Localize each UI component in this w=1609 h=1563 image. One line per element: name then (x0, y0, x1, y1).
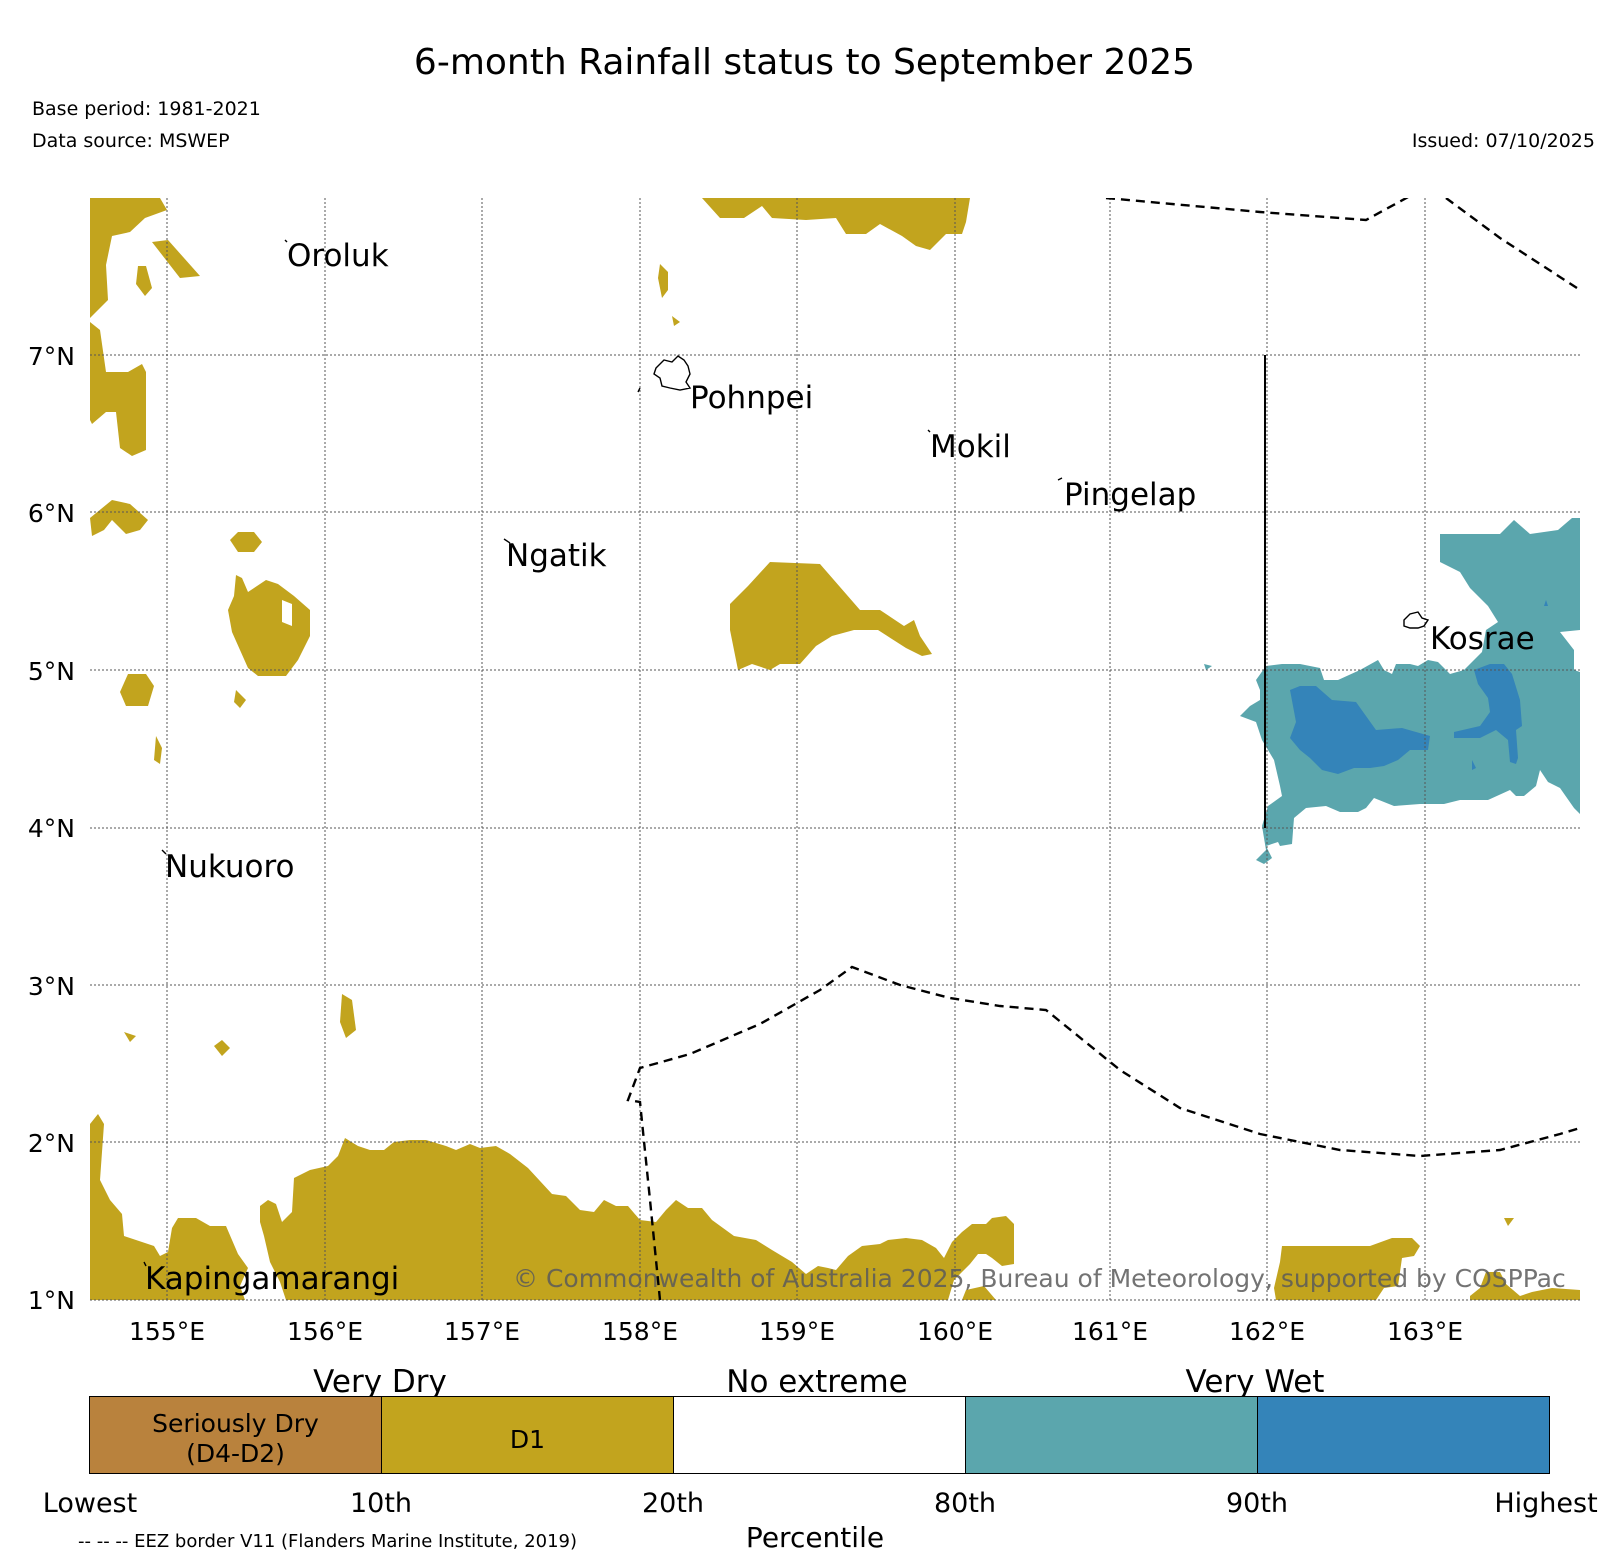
legend-label-d1: D1 (509, 1425, 546, 1454)
d1-area-pohnpei-north (658, 264, 668, 298)
d1-regions (90, 198, 1580, 1300)
d1-area-2-8n-b (124, 1032, 136, 1042)
eez-border-northeast (1445, 198, 1580, 292)
lon-label-161e: 161°E (1072, 1317, 1148, 1346)
d1-area-5-5n (228, 575, 310, 676)
eez-border-north (1105, 198, 1409, 222)
d1-area-1-5n-dot (1504, 1218, 1514, 1226)
place-label-kosrae: Kosrae (1430, 621, 1535, 657)
legend-swatch-very-wet (1257, 1396, 1550, 1474)
base-period: Base period: 1981-2021 (32, 98, 261, 120)
legend-tick-80th: 80th (933, 1488, 997, 1519)
kosrae-island (1403, 611, 1430, 629)
ant-atoll (637, 387, 641, 393)
legend-axis-title: Percentile (745, 1521, 885, 1554)
legend-label-seriously-dry: Seriously Dry (152, 1409, 319, 1438)
lon-label-157e: 157°E (444, 1317, 520, 1346)
legend-tick-lowest: Lowest (42, 1488, 138, 1519)
place-label-pohnpei: Pohnpei (690, 380, 813, 416)
legend-swatch-no-extreme (673, 1396, 966, 1474)
lat-label-3n: 3°N (28, 972, 75, 1001)
wet-area-kosrae (1240, 518, 1580, 864)
lat-label-1n: 1°N (28, 1286, 75, 1315)
issued-date: Issued: 07/10/2025 (1411, 130, 1595, 152)
islands (143, 239, 1430, 1267)
very-wet-area-d (1544, 600, 1548, 606)
place-label-pingelap: Pingelap (1064, 477, 1196, 513)
legend-caption-no-extreme: No extreme (726, 1364, 908, 1400)
place-label-kapingamarangi: Kapingamarangi (145, 1261, 399, 1297)
d1-area-oroluk-east (152, 240, 200, 278)
d1-area-west-top (90, 198, 167, 318)
copyright-notice: © Commonwealth of Australia 2025, Bureau… (513, 1264, 1566, 1293)
d1-area-oroluk-small (136, 266, 152, 296)
lat-label-6n: 6°N (28, 499, 75, 528)
ngatik-atoll (503, 538, 511, 544)
legend-caption-very-dry: Very Dry (313, 1364, 447, 1400)
legend-tick-20th: 20th (641, 1488, 705, 1519)
legend-caption-very-wet: Very Wet (1185, 1364, 1325, 1400)
pingelap-atoll (1057, 477, 1063, 481)
d1-area-south-far-east (1470, 1272, 1580, 1300)
d1-area-south (90, 1114, 1014, 1300)
kapingamarangi-atoll (143, 1261, 147, 1267)
latitude-labels: 1°N 2°N 3°N 4°N 5°N 6°N 7°N (28, 342, 75, 1315)
lon-label-158e: 158°E (602, 1317, 678, 1346)
d1-area-tiny-b (154, 736, 162, 764)
lat-label-5n: 5°N (28, 657, 75, 686)
d1-area-north-center (702, 198, 970, 250)
d1-area-2-8n-c (214, 1040, 230, 1056)
lat-label-2n: 2°N (28, 1129, 75, 1158)
map-title: 6-month Rainfall status to September 202… (413, 42, 1196, 83)
lon-label-160e: 160°E (917, 1317, 993, 1346)
lon-label-156e: 156°E (287, 1317, 363, 1346)
legend-swatch-wet (965, 1396, 1258, 1474)
very-wet-area-b (1454, 664, 1522, 764)
legend-label-d4-d2: (D4-D2) (186, 1439, 285, 1468)
mokil-atoll (927, 429, 931, 433)
gridlines (90, 198, 1580, 1301)
lon-label-162e: 162°E (1229, 1317, 1305, 1346)
very-wet-area-a (1290, 686, 1430, 774)
very-wet-area-c (1472, 760, 1476, 770)
nukuoro-atoll (161, 849, 167, 855)
d1-area-pohnpei-tiny (672, 316, 680, 326)
very-wet-regions (1290, 600, 1548, 774)
place-label-mokil: Mokil (930, 429, 1011, 465)
legend-swatch-d1: D1 (381, 1396, 674, 1474)
eez-border-south (626, 965, 1580, 1300)
place-label-ngatik: Ngatik (506, 538, 607, 574)
pohnpei-island (653, 355, 692, 391)
eez-borders (626, 198, 1580, 1300)
d1-area-south-east-dot (962, 1286, 996, 1300)
wet-area-tiny (1204, 664, 1212, 670)
lon-label-163e: 163°E (1387, 1317, 1463, 1346)
eez-footnote: -- -- -- EEZ border V11 (Flanders Marine… (78, 1531, 578, 1552)
data-source: Data source: MSWEP (32, 130, 230, 152)
lat-label-7n: 7°N (28, 342, 75, 371)
lon-label-155e: 155°E (129, 1317, 205, 1346)
place-label-nukuoro: Nukuoro (165, 849, 294, 885)
d1-area-2-8n-a (340, 994, 356, 1038)
place-labels: Oroluk Pohnpei Mokil Pingelap Ngatik Kos… (145, 238, 1535, 1297)
lon-label-159e: 159°E (759, 1317, 835, 1346)
place-label-oroluk: Oroluk (287, 238, 389, 274)
rainfall-shading (90, 198, 1580, 1300)
d1-area-west-mid (90, 322, 146, 456)
d1-area-small-6n (230, 532, 262, 552)
legend-tick-90th: 90th (1225, 1488, 1289, 1519)
legend-tick-10th: 10th (349, 1488, 413, 1519)
wet-regions (1204, 518, 1580, 864)
oroluk-atoll (284, 239, 288, 243)
d1-area-5-3n (730, 562, 932, 670)
lat-label-4n: 4°N (28, 814, 75, 843)
longitude-labels: 155°E 156°E 157°E 158°E 159°E 160°E 161°… (129, 1317, 1463, 1346)
legend-swatch-seriously-dry: Seriously Dry (D4-D2) (89, 1396, 382, 1474)
d1-area-west-6n (90, 500, 148, 536)
d1-area-south-east (1274, 1238, 1420, 1300)
d1-area-small-5n (120, 674, 154, 706)
d1-area-tiny-a (234, 690, 246, 708)
legend-tick-highest: Highest (1494, 1488, 1598, 1519)
